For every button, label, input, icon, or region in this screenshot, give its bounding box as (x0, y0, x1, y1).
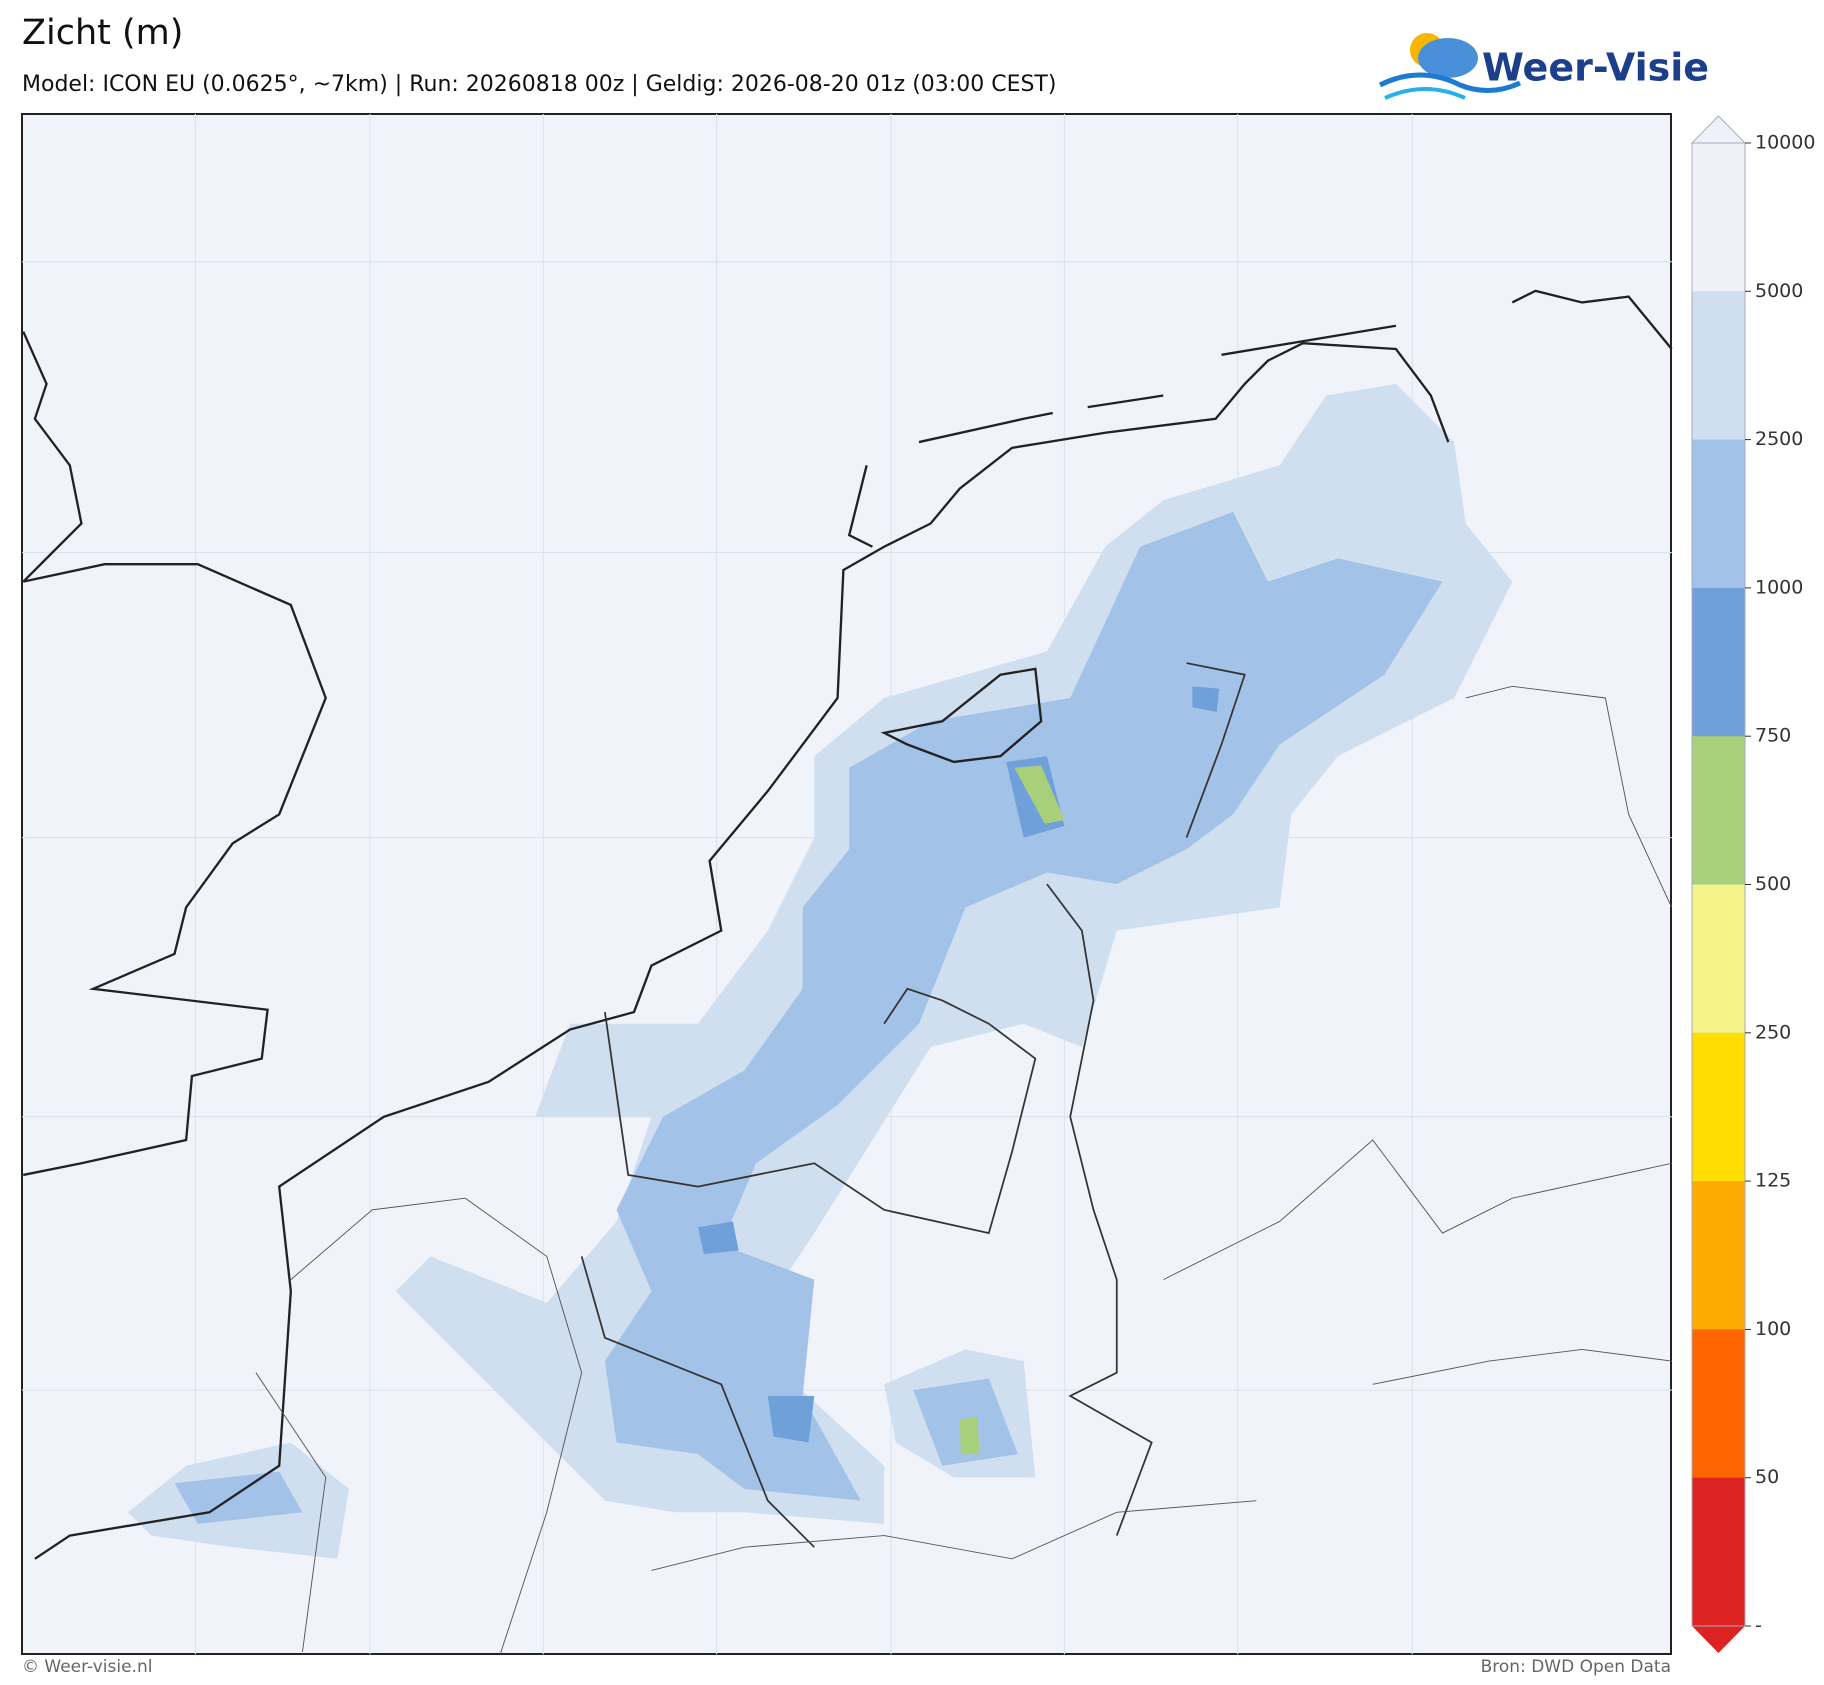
colorbar-tick-label: 500 (1755, 873, 1791, 895)
colorbar-segment (1692, 1477, 1745, 1627)
colorbar-segment (1692, 1032, 1745, 1182)
subtitle: Model: ICON EU (0.0625°, ~7km) | Run: 20… (22, 72, 1056, 97)
colorbar-tick-label: 2500 (1755, 428, 1803, 450)
logo-text: Weer-Visie (1482, 46, 1709, 90)
colorbar-extend-bottom (1692, 1626, 1745, 1653)
footer-right: Bron: DWD Open Data (1481, 1657, 1671, 1677)
colorbar-segment (1692, 587, 1745, 737)
colorbar-tick-label: - (1755, 1615, 1762, 1637)
colorbar-tick-label: 10000 (1755, 132, 1815, 154)
colorbar-tick-label: 1000 (1755, 576, 1803, 598)
colorbar-segment (1692, 1181, 1745, 1330)
colorbar-extend-top (1690, 115, 1747, 144)
colorbar-segment (1692, 143, 1745, 292)
colorbar-segment (1692, 291, 1745, 441)
colorbar-tick-label: 5000 (1755, 280, 1803, 302)
colorbar-tick-label: 125 (1755, 1170, 1791, 1192)
colorbar-segment (1692, 736, 1745, 885)
colorbar: 10000 5000 2500 1000 750 500 250 125 100 50 - (1690, 115, 1815, 1653)
colorbar-segment (1692, 439, 1745, 589)
colorbar-segment (1692, 1329, 1745, 1479)
logo: Weer-Visie (1378, 33, 1709, 100)
colorbar-tick-label: 100 (1755, 1318, 1791, 1340)
colorbar-tick-label: 50 (1755, 1466, 1779, 1488)
colorbar-tick-label: 250 (1755, 1021, 1791, 1043)
colorbar-segment (1692, 884, 1745, 1034)
title: Zicht (m) (22, 13, 183, 53)
map-layers (22, 114, 1673, 1655)
colorbar-tick-label: 750 (1755, 725, 1791, 747)
footer-left: © Weer-visie.nl (22, 1657, 152, 1677)
map (21, 113, 1673, 1655)
